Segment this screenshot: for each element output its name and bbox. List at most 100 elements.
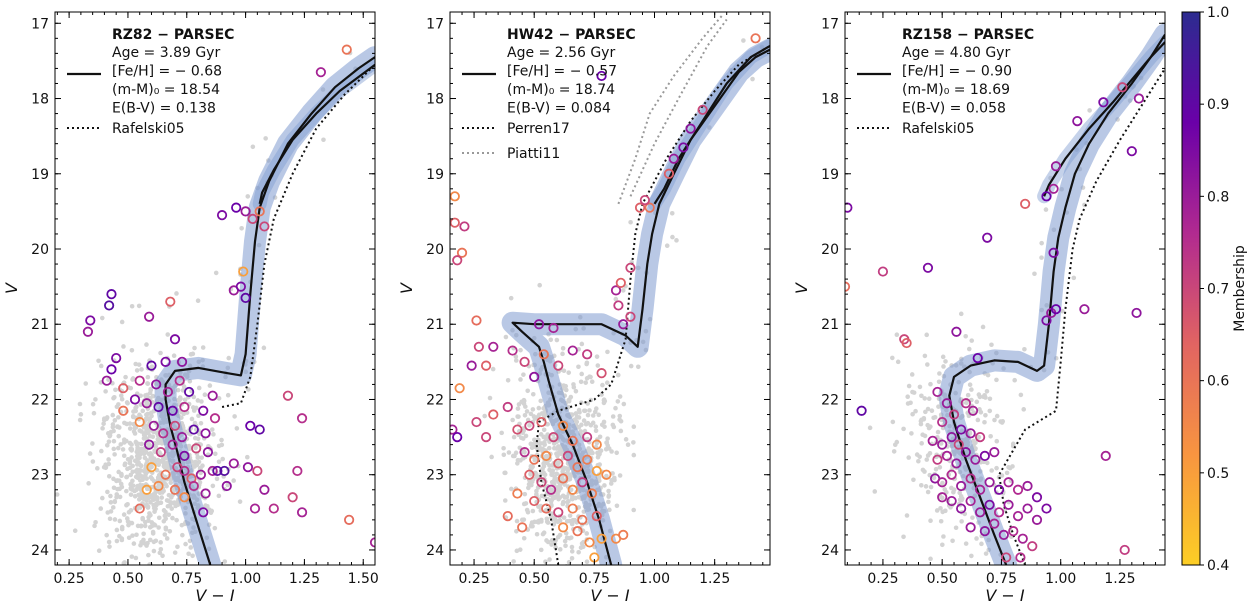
legend-model-line: Age = 4.80 Gyr: [902, 45, 1010, 61]
field-star: [919, 393, 924, 399]
field-star: [145, 411, 150, 417]
field-star: [555, 453, 560, 459]
field-star: [514, 548, 520, 554]
member-star: [252, 465, 263, 477]
field-star: [136, 497, 142, 502]
member-star: [169, 484, 181, 495]
field-star: [195, 455, 201, 460]
field-star: [933, 466, 939, 472]
member-star: [268, 503, 279, 514]
field-star: [521, 372, 526, 377]
y-tick-label: 23: [31, 468, 49, 484]
legend-title: HW42 − PARSEC: [507, 27, 636, 43]
field-star: [123, 374, 128, 380]
field-star: [159, 495, 165, 500]
member-star: [1012, 484, 1024, 495]
x-tick-label: 0.75: [579, 571, 610, 587]
field-star: [222, 559, 228, 564]
field-star: [975, 417, 981, 423]
field-star: [557, 547, 563, 552]
field-star: [508, 295, 514, 301]
field-star: [174, 291, 179, 296]
field-star: [156, 525, 161, 530]
field-star: [541, 434, 547, 440]
y-tick-label: 22: [821, 392, 839, 408]
field-star: [101, 416, 107, 421]
field-star: [614, 450, 620, 456]
member-star: [296, 507, 308, 518]
member-star: [927, 435, 938, 446]
field-star: [160, 553, 165, 559]
y-tick-label: 18: [31, 92, 49, 108]
field-star: [980, 324, 986, 330]
member-star: [106, 289, 117, 300]
member-star: [1012, 510, 1024, 522]
field-star: [920, 432, 925, 438]
member-star: [473, 341, 484, 352]
field-star: [513, 358, 519, 363]
field-star: [594, 354, 600, 359]
field-star: [514, 518, 520, 524]
member-star: [134, 503, 145, 514]
field-star: [567, 513, 573, 518]
field-star: [152, 492, 158, 498]
member-star: [697, 104, 708, 115]
field-star: [606, 493, 612, 498]
field-star: [193, 459, 198, 465]
field-star: [527, 423, 532, 428]
member-star: [1117, 82, 1128, 93]
field-star: [593, 406, 599, 411]
field-star: [602, 483, 607, 488]
y-tick-label: 19: [821, 167, 839, 183]
member-star: [165, 296, 176, 307]
legend-comparison-label: Rafelski05: [902, 121, 975, 137]
member-star: [901, 337, 912, 349]
member-star: [160, 469, 171, 480]
field-star: [551, 495, 557, 500]
member-star: [984, 499, 995, 510]
field-star: [198, 470, 203, 476]
field-star: [564, 494, 570, 500]
field-star: [117, 518, 123, 524]
x-tick-label: 0.25: [54, 571, 85, 587]
field-star: [127, 426, 133, 431]
member-star: [153, 480, 164, 492]
member-star: [956, 480, 967, 492]
field-star: [147, 443, 153, 448]
field-star: [100, 495, 105, 501]
member-star: [877, 266, 889, 277]
field-star: [547, 486, 552, 492]
field-star: [931, 475, 937, 481]
field-star: [597, 449, 603, 455]
field-star: [501, 452, 507, 458]
member-star: [932, 454, 943, 465]
field-star: [604, 440, 610, 445]
field-star: [93, 519, 98, 525]
field-star: [562, 538, 568, 544]
member-star: [548, 431, 559, 443]
member-star: [953, 439, 964, 450]
field-star: [148, 512, 153, 518]
field-star: [570, 581, 575, 586]
member-star: [1126, 146, 1137, 157]
field-star: [141, 446, 146, 452]
field-star: [600, 382, 605, 388]
member-star: [245, 420, 256, 431]
member-star: [82, 326, 94, 337]
field-star: [116, 415, 121, 420]
member-star: [459, 221, 470, 232]
field-star: [579, 422, 584, 428]
field-star: [151, 522, 157, 527]
field-star: [631, 452, 637, 458]
member-star: [198, 507, 209, 518]
member-star: [970, 454, 981, 465]
field-star: [963, 541, 969, 546]
field-star: [594, 440, 600, 446]
field-star: [138, 523, 144, 529]
member-star: [639, 194, 650, 206]
field-star: [1018, 392, 1024, 398]
field-star: [490, 366, 496, 372]
field-star: [166, 498, 171, 504]
field-star: [144, 569, 149, 574]
field-star: [153, 444, 159, 449]
